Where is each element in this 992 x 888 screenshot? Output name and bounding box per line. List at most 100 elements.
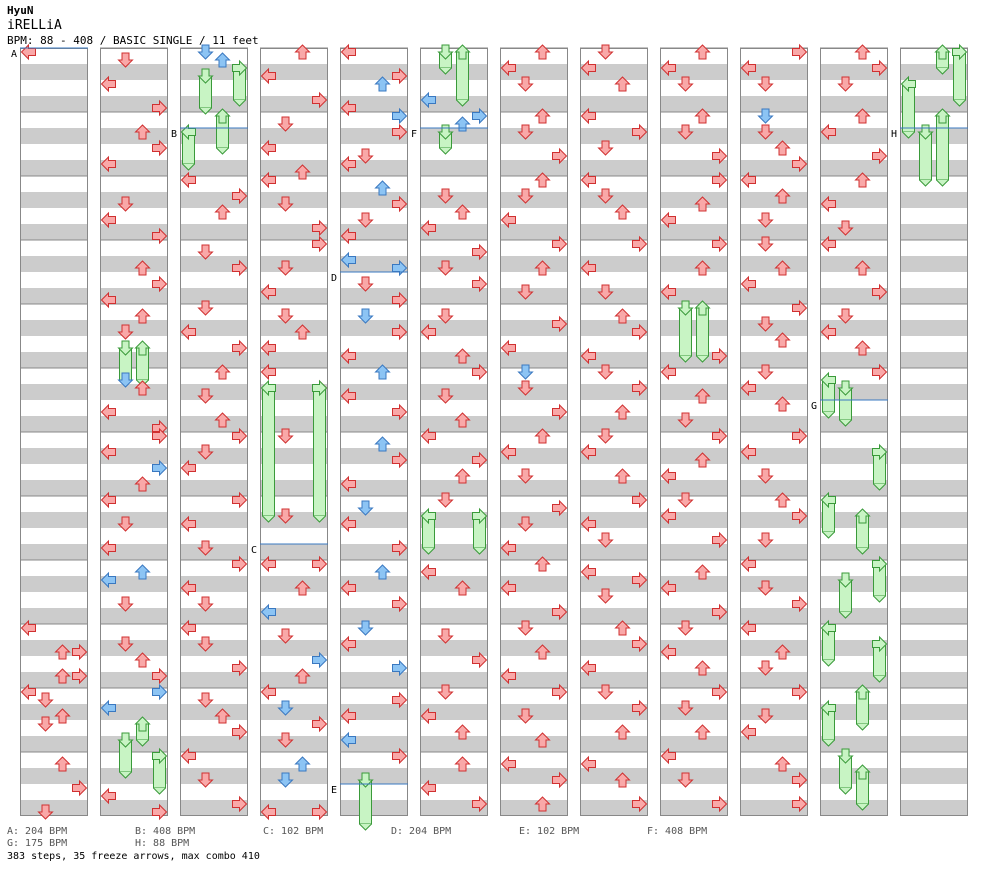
beat-band xyxy=(500,384,568,400)
left-arrow-icon xyxy=(660,211,676,229)
freeze-tail-icon xyxy=(359,823,372,831)
beat-band xyxy=(340,544,408,560)
beat-band xyxy=(740,448,808,464)
left-arrow-icon xyxy=(500,59,516,77)
beat-band xyxy=(500,448,568,464)
beat-band xyxy=(820,448,888,464)
chart-column-border xyxy=(660,48,728,816)
beat-band xyxy=(100,96,168,112)
left-arrow-icon xyxy=(340,387,356,405)
beat-band xyxy=(20,192,88,208)
beat-band xyxy=(260,384,328,400)
left-arrow-icon xyxy=(100,787,116,805)
left-arrow-icon xyxy=(660,467,676,485)
right-arrow-icon xyxy=(392,123,408,141)
down-arrow-icon xyxy=(197,772,214,788)
right-arrow-icon xyxy=(232,555,248,573)
beat-band xyxy=(660,480,728,496)
down-arrow-icon xyxy=(677,620,694,636)
right-arrow-icon xyxy=(312,555,328,573)
right-arrow-icon xyxy=(472,507,488,525)
left-arrow-icon xyxy=(660,507,676,525)
beat-band xyxy=(500,800,568,816)
beat-band xyxy=(820,416,888,432)
left-arrow-icon xyxy=(820,123,836,141)
down-arrow-icon xyxy=(837,748,854,764)
down-arrow-icon xyxy=(757,580,774,596)
bpm-legend-g: G: 175 BPM xyxy=(7,838,68,849)
freeze-tail-icon xyxy=(902,131,915,139)
up-arrow-icon xyxy=(214,204,231,220)
beat-band xyxy=(180,512,248,528)
up-arrow-icon xyxy=(374,76,391,92)
freeze-tail-icon xyxy=(456,99,469,107)
up-arrow-icon xyxy=(534,260,551,276)
beat-band xyxy=(740,480,808,496)
beat-band xyxy=(660,768,728,784)
freeze-tail-icon xyxy=(439,67,452,75)
left-arrow-icon xyxy=(20,619,36,637)
left-arrow-icon xyxy=(260,171,276,189)
beat-band xyxy=(900,640,968,656)
right-arrow-icon xyxy=(792,155,808,173)
beat-band xyxy=(900,128,968,144)
beat-band xyxy=(500,320,568,336)
beat-band xyxy=(260,288,328,304)
right-arrow-icon xyxy=(152,275,168,293)
up-arrow-icon xyxy=(694,388,711,404)
left-arrow-icon xyxy=(820,235,836,253)
down-arrow-icon xyxy=(597,684,614,700)
down-arrow-icon xyxy=(677,700,694,716)
freeze-tail-icon xyxy=(439,147,452,155)
beat-band xyxy=(20,384,88,400)
beat-band xyxy=(180,480,248,496)
left-arrow-icon xyxy=(740,443,756,461)
beat-band xyxy=(900,480,968,496)
down-arrow-icon xyxy=(437,188,454,204)
beat-band xyxy=(900,416,968,432)
up-arrow-icon xyxy=(134,380,151,396)
beat-band xyxy=(580,544,648,560)
freeze-tail-icon xyxy=(696,355,709,363)
beat-band xyxy=(660,640,728,656)
down-arrow-icon xyxy=(197,68,214,84)
up-arrow-icon xyxy=(774,396,791,412)
down-arrow-icon xyxy=(517,364,534,380)
beat-band xyxy=(180,352,248,368)
down-arrow-icon xyxy=(117,340,134,356)
down-arrow-icon xyxy=(277,196,294,212)
down-arrow-icon xyxy=(757,532,774,548)
left-arrow-icon xyxy=(820,195,836,213)
right-arrow-icon xyxy=(312,91,328,109)
left-arrow-icon xyxy=(340,155,356,173)
right-arrow-icon xyxy=(392,747,408,765)
right-arrow-icon xyxy=(392,595,408,613)
beat-band xyxy=(100,640,168,656)
right-arrow-icon xyxy=(632,491,648,509)
down-arrow-icon xyxy=(117,52,134,68)
right-arrow-icon xyxy=(472,243,488,261)
beat-band xyxy=(20,416,88,432)
beat-band xyxy=(740,256,808,272)
beat-band xyxy=(420,480,488,496)
down-arrow-icon xyxy=(437,684,454,700)
up-arrow-icon xyxy=(134,652,151,668)
down-arrow-icon xyxy=(197,44,214,60)
chart-info: BPM: 88 - 408 / BASIC SINGLE / 11 feet xyxy=(7,34,259,47)
beat-band xyxy=(20,640,88,656)
beat-band xyxy=(660,576,728,592)
right-arrow-icon xyxy=(72,779,88,797)
beat-band xyxy=(900,672,968,688)
beat-band xyxy=(820,192,888,208)
beat-band xyxy=(500,416,568,432)
beat-band xyxy=(100,320,168,336)
down-arrow-icon xyxy=(437,260,454,276)
down-arrow-icon xyxy=(677,772,694,788)
freeze-tail-icon xyxy=(136,739,149,747)
beat-band xyxy=(420,128,488,144)
left-arrow-icon xyxy=(820,323,836,341)
beat-band xyxy=(900,256,968,272)
beat-band xyxy=(820,544,888,560)
down-arrow-icon xyxy=(277,628,294,644)
beat-band xyxy=(820,480,888,496)
